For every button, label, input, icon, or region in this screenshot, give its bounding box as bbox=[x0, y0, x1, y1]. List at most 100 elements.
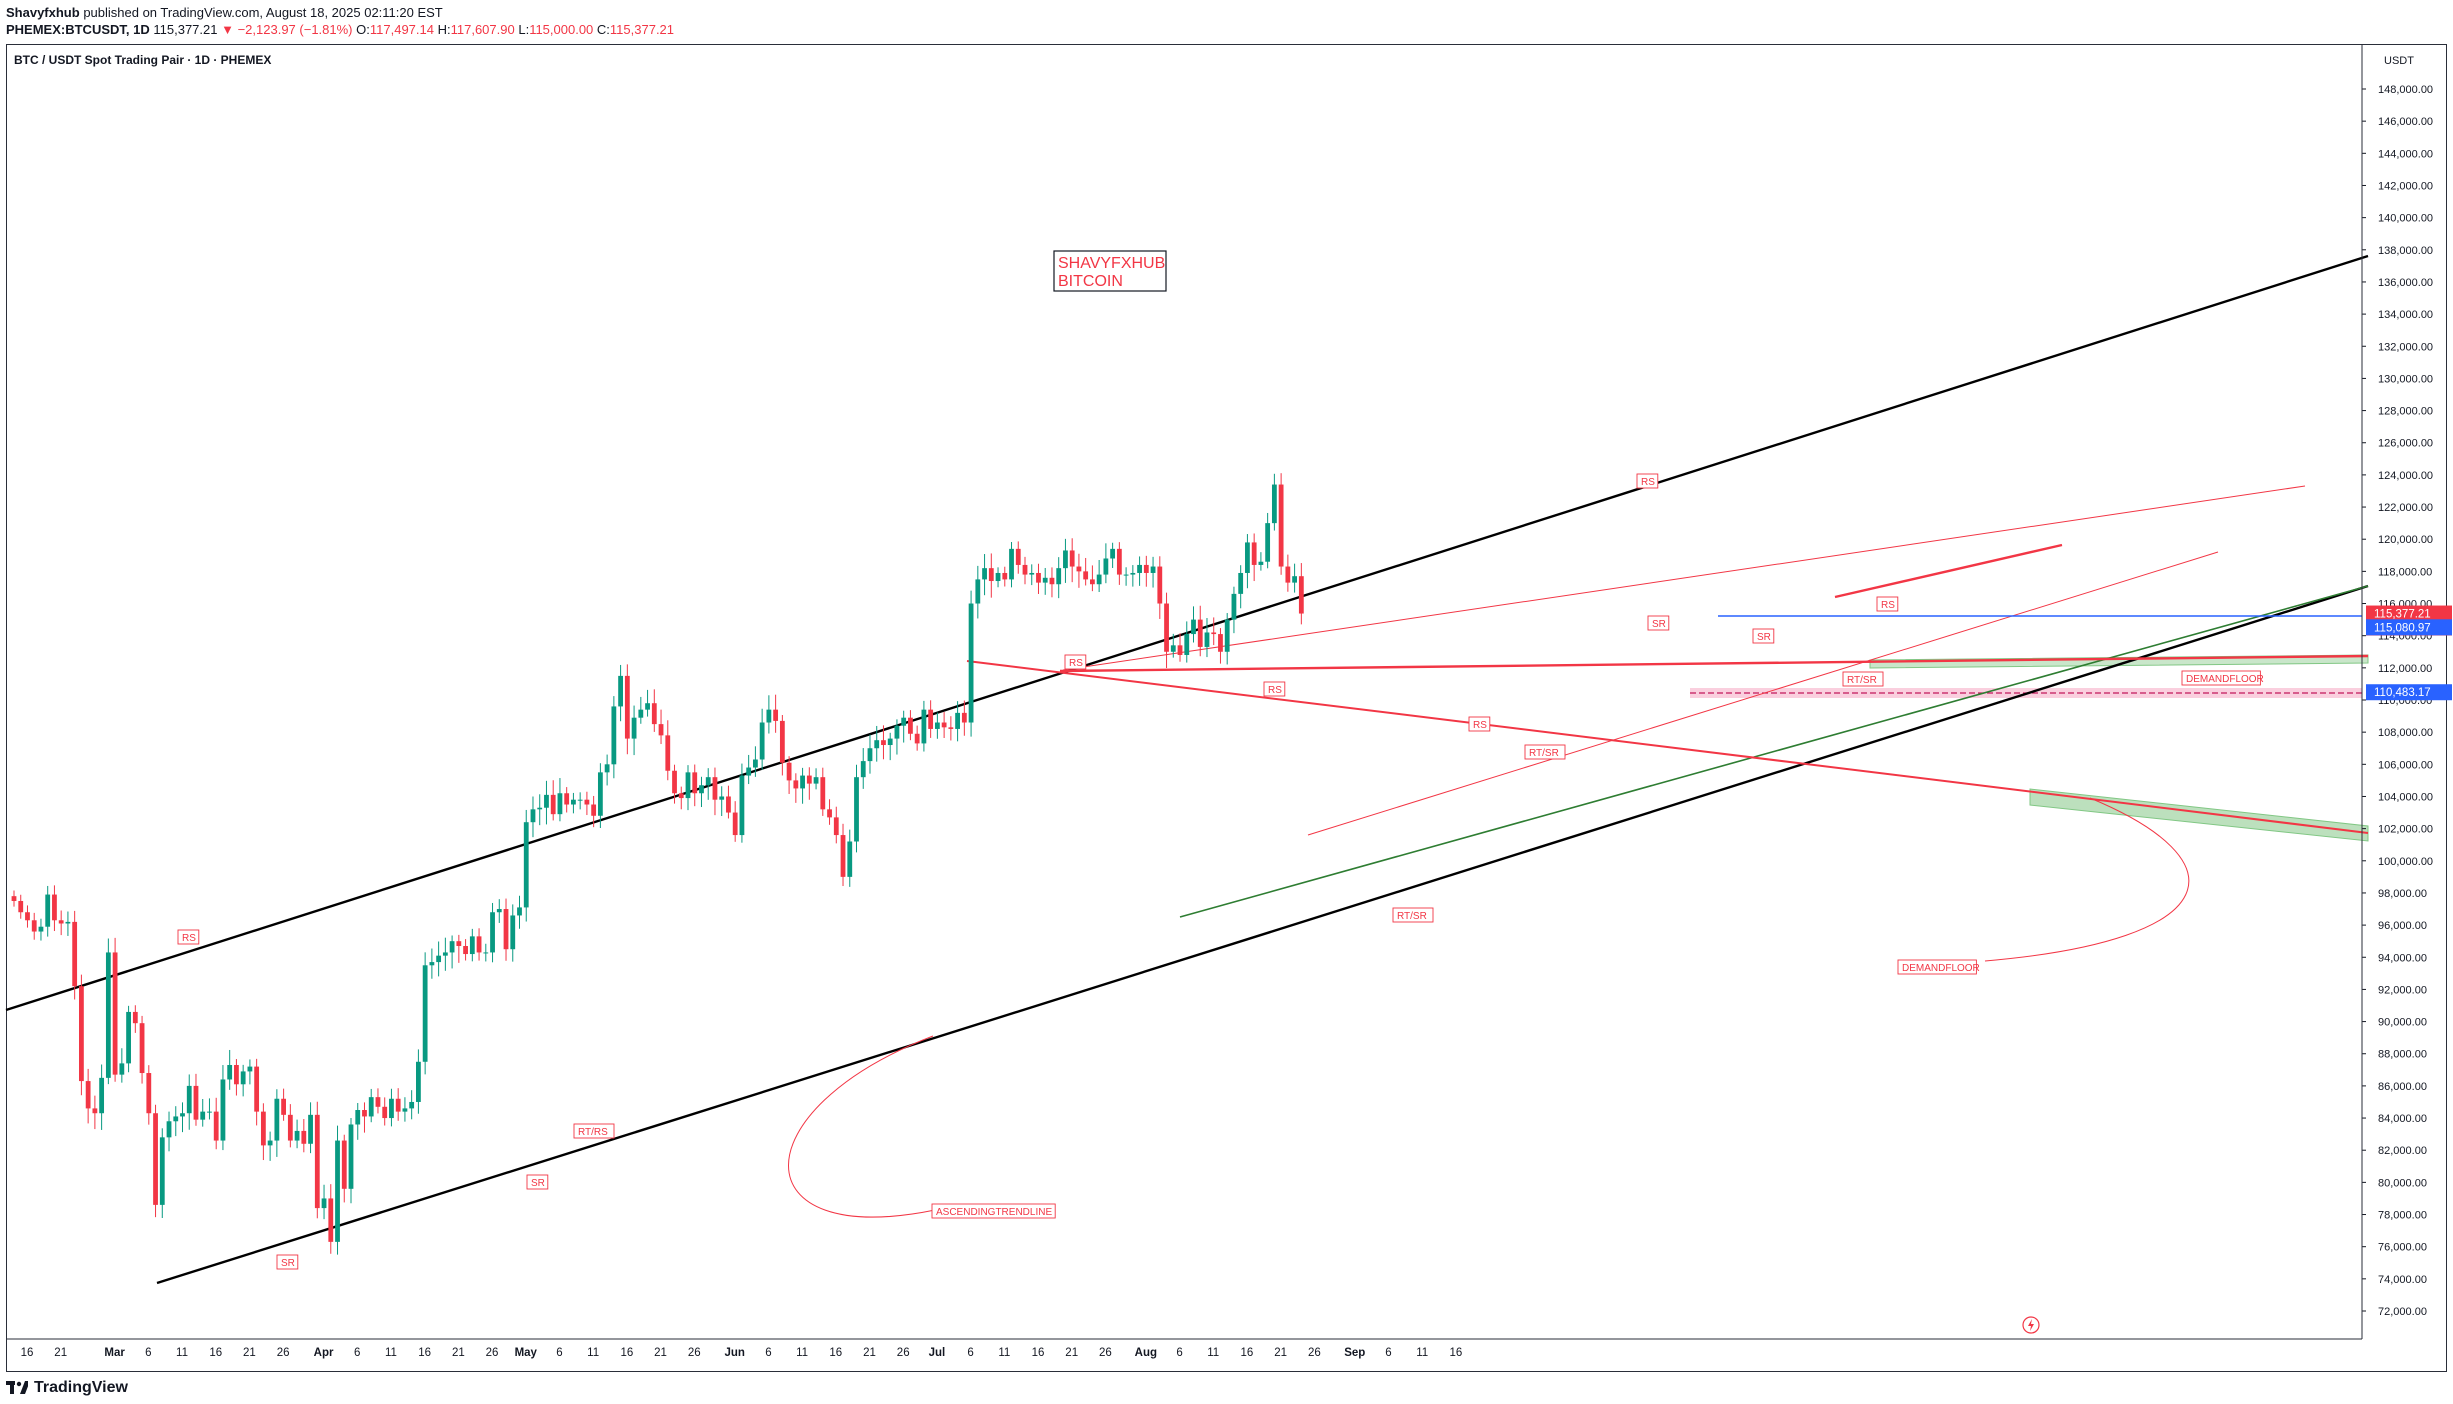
price-tick-label: 108,000.00 bbox=[2378, 727, 2433, 739]
candle-body bbox=[544, 794, 549, 808]
candle-body bbox=[193, 1085, 199, 1120]
candle-body bbox=[207, 1111, 212, 1113]
price-tick-label: 78,000.00 bbox=[2378, 1210, 2427, 1222]
candle bbox=[301, 1119, 307, 1153]
candle bbox=[1015, 541, 1021, 574]
candle bbox=[200, 1098, 206, 1127]
candle-body bbox=[604, 764, 610, 773]
annotation-box bbox=[1842, 671, 1884, 687]
candle bbox=[503, 898, 509, 961]
candle-body bbox=[1211, 632, 1217, 635]
watermark-box bbox=[1053, 250, 1167, 292]
candle bbox=[624, 664, 630, 755]
candle bbox=[105, 938, 111, 1085]
candle bbox=[1231, 586, 1237, 634]
candle-body bbox=[577, 799, 583, 801]
candle-body bbox=[247, 1066, 253, 1072]
candle-body bbox=[1285, 566, 1291, 583]
candle bbox=[921, 700, 927, 752]
price-tick-label: 112,000.00 bbox=[2378, 663, 2432, 675]
candle-body bbox=[1231, 593, 1237, 620]
candle bbox=[597, 763, 603, 829]
candle bbox=[941, 711, 947, 739]
candle-body bbox=[274, 1098, 280, 1141]
candle bbox=[881, 725, 886, 760]
candle bbox=[544, 780, 549, 825]
candle-body bbox=[328, 1198, 334, 1242]
candle-body bbox=[658, 724, 664, 736]
candle bbox=[995, 567, 1001, 588]
candle bbox=[631, 705, 637, 756]
candle-body bbox=[955, 712, 960, 729]
price-tick-label: 122,000.00 bbox=[2378, 502, 2433, 514]
annotation-box bbox=[1263, 681, 1286, 697]
candle-body bbox=[1096, 574, 1102, 585]
candle bbox=[1278, 473, 1284, 575]
candle bbox=[18, 894, 24, 919]
candle bbox=[678, 786, 684, 810]
candle-body bbox=[914, 733, 920, 744]
time-tick-label: 11 bbox=[176, 1347, 188, 1359]
candle bbox=[840, 823, 846, 887]
price-tick-label: 118,000.00 bbox=[2378, 566, 2432, 578]
lightning-icon[interactable] bbox=[2022, 1316, 2040, 1334]
annotation-tag: RT/SR bbox=[1842, 671, 1884, 687]
price-tick-label: 134,000.00 bbox=[2378, 309, 2433, 321]
candle-body bbox=[908, 717, 913, 734]
time-axis[interactable]: 16 21 Mar 6 11 16 21 26 Apr 6 11 16 21 26 May 6 11 16 21 26… bbox=[6, 1316, 2362, 1359]
candle bbox=[1191, 606, 1196, 643]
candle bbox=[530, 796, 536, 838]
candle bbox=[112, 937, 118, 1082]
time-tick-label: 21 bbox=[243, 1347, 256, 1359]
candle-body bbox=[449, 941, 455, 953]
candle bbox=[908, 710, 913, 741]
candle bbox=[779, 714, 785, 776]
time-tick-label: 11 bbox=[796, 1347, 808, 1359]
candle-body bbox=[651, 703, 657, 725]
candle bbox=[1083, 557, 1089, 586]
price-change: ▼ −2,123.97 (−1.81%) bbox=[221, 22, 353, 37]
time-tick-label: 16 bbox=[21, 1347, 34, 1359]
price-tick-label: 124,000.00 bbox=[2378, 470, 2433, 482]
candle bbox=[126, 1005, 131, 1073]
time-tick-label: 16 bbox=[829, 1347, 842, 1359]
tradingview-footer[interactable]: TradingView bbox=[6, 1376, 128, 1400]
candle-body bbox=[85, 1081, 91, 1109]
chart-area[interactable] bbox=[6, 44, 2447, 1372]
candle-body bbox=[25, 912, 30, 921]
candle-body bbox=[483, 952, 489, 954]
candle bbox=[901, 710, 907, 743]
price-axis[interactable]: USDT 72,000.00 74,000.00 76,000.00 78,000.00… bbox=[2361, 44, 2452, 1339]
author-name[interactable]: Shavyfxhub bbox=[6, 5, 80, 20]
candle-body bbox=[1069, 550, 1075, 567]
symbol-title: BTC / USDT Spot Trading Pair · 1D · PHEM… bbox=[14, 53, 272, 67]
candle-body bbox=[362, 1110, 367, 1117]
candle bbox=[294, 1119, 300, 1149]
candle bbox=[1251, 533, 1257, 582]
candle bbox=[645, 689, 650, 717]
price-tick-label: 92,000.00 bbox=[2378, 984, 2427, 996]
candle bbox=[1298, 563, 1304, 625]
candle bbox=[490, 902, 495, 963]
candle bbox=[375, 1088, 381, 1114]
candle bbox=[58, 910, 64, 936]
candle bbox=[449, 935, 455, 969]
price-tick-label: 88,000.00 bbox=[2378, 1049, 2427, 1061]
candle-body bbox=[395, 1098, 401, 1112]
candle-body bbox=[1022, 564, 1028, 575]
candle-body bbox=[766, 709, 772, 723]
candle-body bbox=[422, 965, 428, 1062]
candle-body bbox=[732, 812, 738, 836]
annotation-text: RS bbox=[182, 933, 196, 944]
candle-body bbox=[894, 725, 900, 739]
annotation-text: RT/RS bbox=[578, 1127, 608, 1138]
candle-body bbox=[968, 603, 974, 723]
annotation-tag: DEMANDFLOOR bbox=[2181, 670, 2264, 686]
annotation-text: RS bbox=[1268, 685, 1282, 696]
candle-body bbox=[813, 777, 819, 784]
annotation-box bbox=[526, 1174, 549, 1190]
candle bbox=[463, 939, 468, 961]
candle-body bbox=[517, 907, 522, 916]
symbol-label[interactable]: PHEMEX:BTCUSDT, 1D bbox=[6, 22, 150, 37]
